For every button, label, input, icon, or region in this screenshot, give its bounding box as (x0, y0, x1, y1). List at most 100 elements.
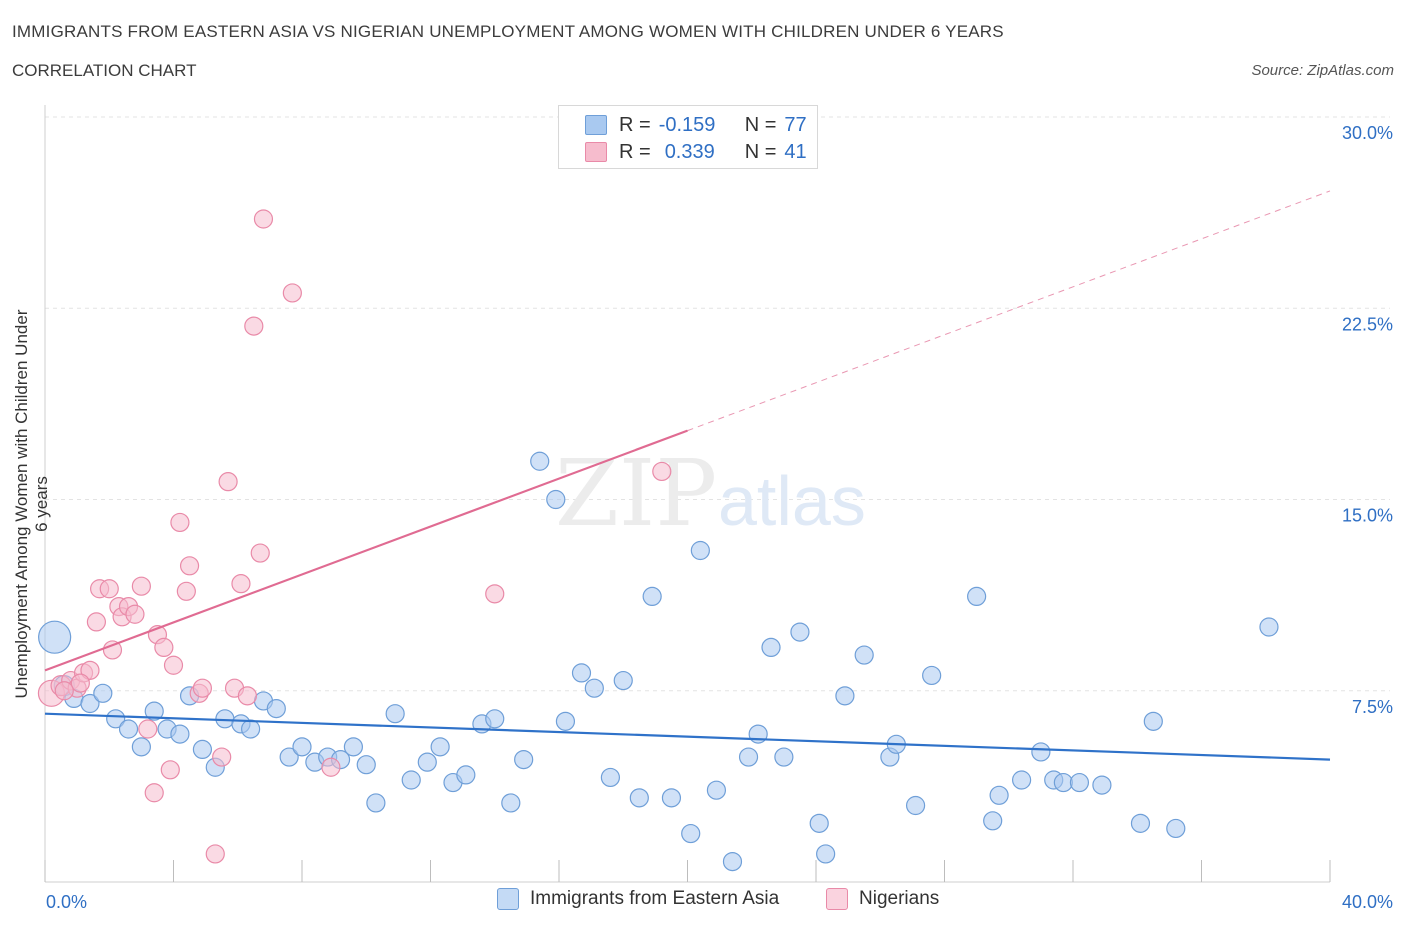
data-point-nigerians (125, 604, 145, 624)
data-point-eastern-asia (761, 637, 781, 658)
data-point-eastern-asia (401, 770, 421, 790)
data-point-eastern-asia (790, 622, 810, 642)
y-tick-label: 7.5% (1352, 697, 1393, 717)
grid-lines (45, 116, 1390, 692)
data-point-eastern-asia (584, 678, 604, 698)
chart-subtitle: CORRELATION CHART (12, 61, 197, 80)
data-point-eastern-asia (385, 704, 405, 724)
legend-n-label: N = (744, 140, 777, 163)
data-point-nigerians (652, 461, 672, 482)
data-point-nigerians (250, 543, 270, 563)
data-point-eastern-asia (681, 823, 701, 844)
data-point-eastern-asia (106, 709, 126, 729)
data-point-eastern-asia (241, 719, 261, 739)
data-point-eastern-asia (1259, 617, 1279, 637)
series-legend: Immigrants from Eastern Asia Nigerians (0, 888, 1406, 918)
data-point-nigerians (192, 678, 213, 698)
legend-row-pink: R = 0.339 N = 41 (585, 139, 807, 165)
axes (44, 105, 1331, 883)
data-point-eastern-asia (706, 780, 727, 800)
data-point-eastern-asia (501, 793, 521, 813)
data-point-nigerians (321, 757, 341, 777)
data-point-eastern-asia (356, 755, 376, 775)
data-point-nigerians (170, 512, 190, 533)
data-point-nigerians (282, 283, 302, 303)
data-point-eastern-asia (1031, 742, 1051, 762)
data-point-eastern-asia (722, 851, 743, 872)
data-point-eastern-asia (1011, 770, 1032, 790)
data-point-nigerians (160, 760, 180, 780)
legend-swatch-eastern-asia (497, 888, 519, 910)
y-tick-label: 30.0% (1342, 123, 1393, 143)
correlation-legend: R = -0.159 N = 77 R = 0.339 N = 41 (558, 105, 818, 169)
data-point-nigerians (86, 612, 107, 632)
data-point-eastern-asia (816, 844, 836, 864)
data-point-eastern-asia (417, 752, 437, 772)
data-point-eastern-asia (835, 686, 855, 706)
data-point-nigerians (144, 783, 164, 803)
data-point-nigerians (163, 655, 184, 675)
data-point-eastern-asia (93, 683, 113, 703)
data-point-eastern-asia (600, 767, 621, 788)
data-point-nigerians (253, 209, 274, 229)
data-point-eastern-asia (170, 724, 190, 744)
legend-n-label: N = (744, 113, 777, 136)
data-point-eastern-asia (38, 620, 72, 654)
data-point-nigerians (179, 556, 200, 576)
data-point-eastern-asia (629, 788, 649, 808)
y-tick-label: 15.0% (1342, 506, 1393, 526)
data-point-nigerians (138, 719, 158, 739)
data-point-nigerians (237, 686, 257, 706)
data-point-eastern-asia (144, 701, 164, 721)
data-point-eastern-asia (967, 586, 987, 607)
data-point-eastern-asia (485, 709, 505, 729)
legend-n-value: 77 (784, 113, 807, 136)
data-point-eastern-asia (546, 489, 566, 510)
series-eastern-asia-points (38, 451, 1279, 872)
source-credit: Source: ZipAtlas.com (1251, 62, 1394, 79)
data-point-eastern-asia (266, 698, 286, 719)
data-point-nigerians (205, 844, 225, 864)
legend-swatch-blue (585, 115, 607, 135)
data-point-eastern-asia (1053, 772, 1073, 793)
legend-item-eastern-asia[interactable]: Immigrants from Eastern Asia (497, 888, 779, 910)
x-tick-label: 0.0% (46, 892, 87, 912)
chart-title: IMMIGRANTS FROM EASTERN ASIA VS NIGERIAN… (12, 22, 1004, 41)
data-point-eastern-asia (690, 540, 710, 561)
data-point-eastern-asia (738, 747, 759, 767)
data-point-eastern-asia (343, 737, 363, 757)
data-point-nigerians (485, 584, 505, 604)
data-point-eastern-asia (905, 795, 926, 816)
legend-r-label: R = (619, 113, 651, 136)
data-point-eastern-asia (1092, 775, 1112, 795)
legend-swatch-pink (585, 142, 607, 162)
watermark-zip: ZIP (555, 440, 717, 547)
data-point-eastern-asia (279, 747, 299, 767)
legend-swatch-nigerians (826, 888, 848, 910)
data-point-eastern-asia (613, 670, 633, 691)
y-axis-label: Unemployment Among Women with Children U… (12, 309, 51, 699)
data-point-eastern-asia (642, 586, 662, 607)
legend-row-blue: R = -0.159 N = 77 (585, 112, 807, 138)
legend-r-label: R = (619, 140, 651, 163)
data-point-nigerians (176, 581, 196, 601)
legend-item-nigerians[interactable]: Nigerians (826, 888, 939, 910)
data-point-eastern-asia (571, 663, 592, 683)
data-point-eastern-asia (131, 737, 151, 757)
data-point-nigerians (102, 640, 123, 660)
data-point-nigerians (154, 637, 174, 658)
trend-lines (44, 190, 1331, 761)
data-point-eastern-asia (1166, 818, 1186, 839)
data-point-eastern-asia (514, 749, 534, 770)
trend-line-nigerians (44, 429, 688, 672)
data-point-eastern-asia (922, 665, 942, 686)
data-point-eastern-asia (1069, 772, 1090, 793)
data-point-eastern-asia (661, 788, 682, 808)
data-point-eastern-asia (1130, 813, 1151, 833)
legend-r-value: 0.339 (664, 140, 715, 163)
data-point-eastern-asia (555, 711, 576, 731)
data-point-eastern-asia (366, 793, 386, 813)
data-point-nigerians (80, 660, 100, 680)
data-point-eastern-asia (80, 693, 100, 714)
